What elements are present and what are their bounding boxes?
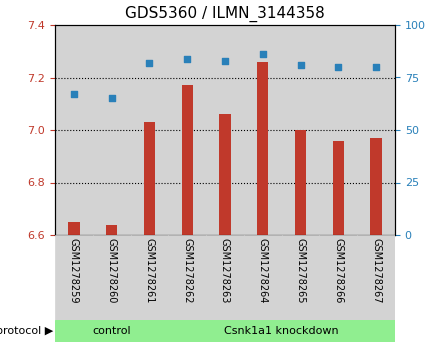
Bar — [169, 235, 206, 320]
Bar — [357, 235, 395, 320]
Point — [221, 58, 228, 64]
Text: GSM1278265: GSM1278265 — [296, 237, 305, 303]
Point — [297, 62, 304, 68]
Point — [146, 60, 153, 66]
Text: control: control — [92, 326, 131, 336]
Bar — [370, 138, 382, 235]
Bar — [131, 25, 169, 235]
Bar — [182, 85, 193, 235]
Text: GSM1278261: GSM1278261 — [144, 237, 154, 303]
Legend: transformed count, percentile rank within the sample: transformed count, percentile rank withi… — [69, 361, 265, 363]
Point — [335, 64, 342, 70]
Bar — [357, 25, 395, 235]
Bar — [219, 114, 231, 235]
Bar — [282, 25, 319, 235]
Bar — [244, 235, 282, 320]
Point — [108, 95, 115, 101]
Point — [184, 56, 191, 61]
Bar — [93, 25, 131, 235]
Text: GSM1278264: GSM1278264 — [258, 237, 268, 303]
Text: GSM1278263: GSM1278263 — [220, 237, 230, 303]
Bar — [295, 130, 306, 235]
Bar — [282, 235, 319, 320]
Text: GSM1278259: GSM1278259 — [69, 237, 79, 303]
Text: Csnk1a1 knockdown: Csnk1a1 knockdown — [224, 326, 339, 336]
Bar — [257, 62, 268, 235]
Bar — [55, 235, 93, 320]
Bar — [68, 222, 80, 235]
Text: GSM1278266: GSM1278266 — [334, 237, 343, 303]
Point — [259, 52, 266, 57]
Bar — [93, 235, 131, 320]
Bar — [319, 235, 357, 320]
Bar — [319, 25, 357, 235]
Bar — [169, 320, 395, 342]
Bar — [144, 122, 155, 235]
Bar — [206, 235, 244, 320]
Bar — [206, 25, 244, 235]
Text: protocol ▶: protocol ▶ — [0, 326, 53, 336]
Text: GSM1278262: GSM1278262 — [182, 237, 192, 303]
Title: GDS5360 / ILMN_3144358: GDS5360 / ILMN_3144358 — [125, 6, 325, 22]
Bar — [333, 140, 344, 235]
Text: GSM1278260: GSM1278260 — [106, 237, 117, 303]
Point — [373, 64, 380, 70]
Bar — [55, 25, 93, 235]
Bar — [169, 25, 206, 235]
Bar — [55, 320, 169, 342]
Bar — [131, 235, 169, 320]
Bar — [244, 25, 282, 235]
Bar — [106, 224, 117, 235]
Text: GSM1278267: GSM1278267 — [371, 237, 381, 303]
Point — [70, 91, 77, 97]
